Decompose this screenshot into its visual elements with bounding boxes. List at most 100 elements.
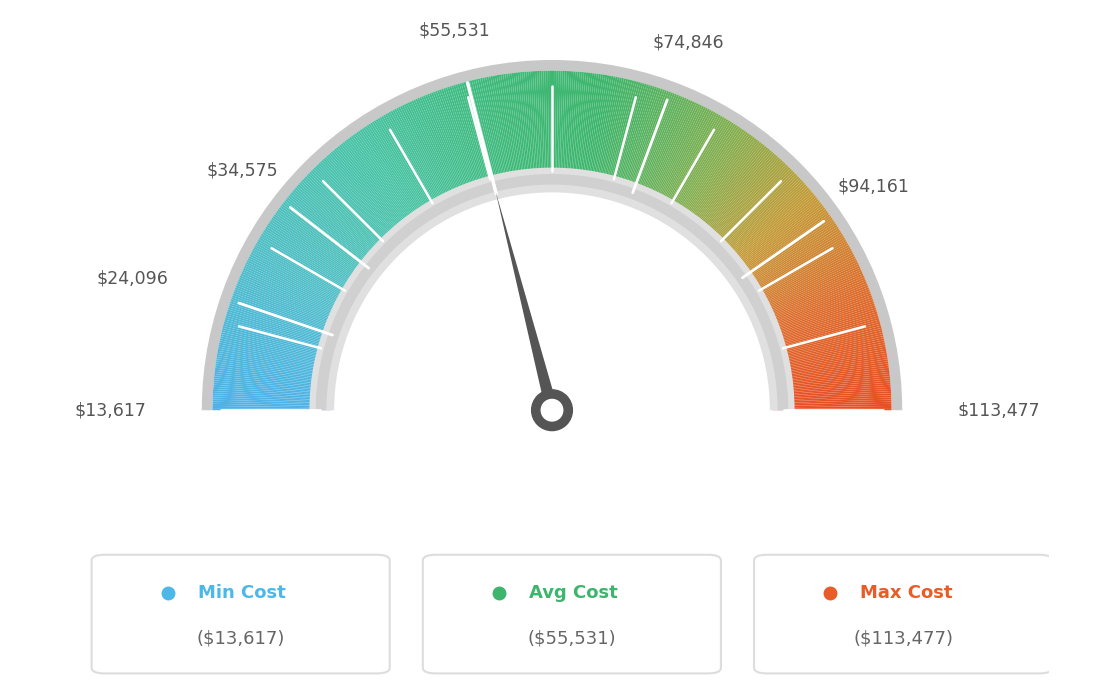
Wedge shape [306,175,393,258]
Wedge shape [501,75,520,192]
Wedge shape [238,279,349,326]
Wedge shape [702,161,784,249]
Wedge shape [541,71,546,190]
Wedge shape [739,228,840,293]
Wedge shape [222,328,338,358]
Wedge shape [677,130,746,229]
Wedge shape [649,106,704,213]
Wedge shape [654,109,710,215]
Wedge shape [720,190,813,268]
Wedge shape [573,72,586,190]
Wedge shape [772,376,890,389]
Wedge shape [694,151,773,243]
Wedge shape [680,135,752,232]
Wedge shape [656,110,713,216]
Wedge shape [715,183,805,264]
Wedge shape [349,137,422,233]
Wedge shape [698,155,778,246]
Wedge shape [214,372,332,386]
Wedge shape [492,76,514,193]
Wedge shape [329,152,408,244]
Wedge shape [335,148,412,241]
Wedge shape [619,87,657,200]
Wedge shape [394,109,450,215]
Wedge shape [400,106,455,213]
Wedge shape [762,305,875,344]
Wedge shape [280,206,376,278]
Wedge shape [745,246,850,305]
Wedge shape [511,73,527,191]
Wedge shape [771,366,889,382]
Wedge shape [378,118,439,221]
Wedge shape [765,324,881,355]
Wedge shape [696,152,775,244]
Text: ($55,531): ($55,531) [528,630,616,648]
Wedge shape [710,173,796,257]
Wedge shape [364,126,432,226]
Circle shape [541,400,563,421]
Wedge shape [529,71,538,190]
Wedge shape [213,382,332,393]
Wedge shape [220,338,337,365]
Wedge shape [707,168,792,254]
Wedge shape [290,193,383,270]
Wedge shape [772,387,891,396]
Wedge shape [454,85,489,199]
Wedge shape [678,132,749,230]
Wedge shape [598,79,626,195]
Wedge shape [704,164,787,251]
Wedge shape [751,264,859,316]
Wedge shape [684,138,756,234]
Wedge shape [586,75,607,193]
Wedge shape [320,161,402,249]
Wedge shape [216,357,335,377]
Wedge shape [375,119,438,221]
Wedge shape [270,219,370,287]
Wedge shape [317,164,400,251]
Wedge shape [289,194,382,270]
Wedge shape [383,115,444,219]
Wedge shape [567,72,577,190]
Wedge shape [741,235,845,298]
Wedge shape [431,92,475,204]
Wedge shape [267,223,368,290]
Wedge shape [497,75,518,193]
Wedge shape [372,121,436,223]
Wedge shape [754,273,863,322]
Wedge shape [213,404,331,407]
Wedge shape [671,125,737,226]
Text: Min Cost: Min Cost [198,584,285,602]
Text: $34,575: $34,575 [206,161,278,179]
Wedge shape [269,221,369,288]
Wedge shape [713,178,800,260]
Wedge shape [703,163,786,250]
Wedge shape [670,124,735,225]
Wedge shape [769,353,887,374]
Wedge shape [575,72,591,191]
Text: $55,531: $55,531 [418,22,490,40]
Wedge shape [386,112,446,217]
Wedge shape [742,237,846,299]
Wedge shape [725,201,820,275]
Wedge shape [645,102,697,210]
Wedge shape [415,99,465,208]
Wedge shape [251,253,357,309]
Wedge shape [740,232,842,295]
Wedge shape [309,168,795,410]
Wedge shape [384,114,445,218]
Wedge shape [314,167,397,253]
Wedge shape [749,254,854,310]
Wedge shape [646,103,699,211]
Wedge shape [657,112,715,217]
Wedge shape [221,334,337,362]
Wedge shape [363,127,431,227]
Wedge shape [762,307,877,345]
Wedge shape [297,184,388,264]
Wedge shape [277,209,374,281]
Wedge shape [250,254,355,310]
Wedge shape [605,81,636,197]
Wedge shape [310,170,396,255]
Wedge shape [734,217,832,286]
Wedge shape [755,279,866,326]
Wedge shape [771,359,888,378]
